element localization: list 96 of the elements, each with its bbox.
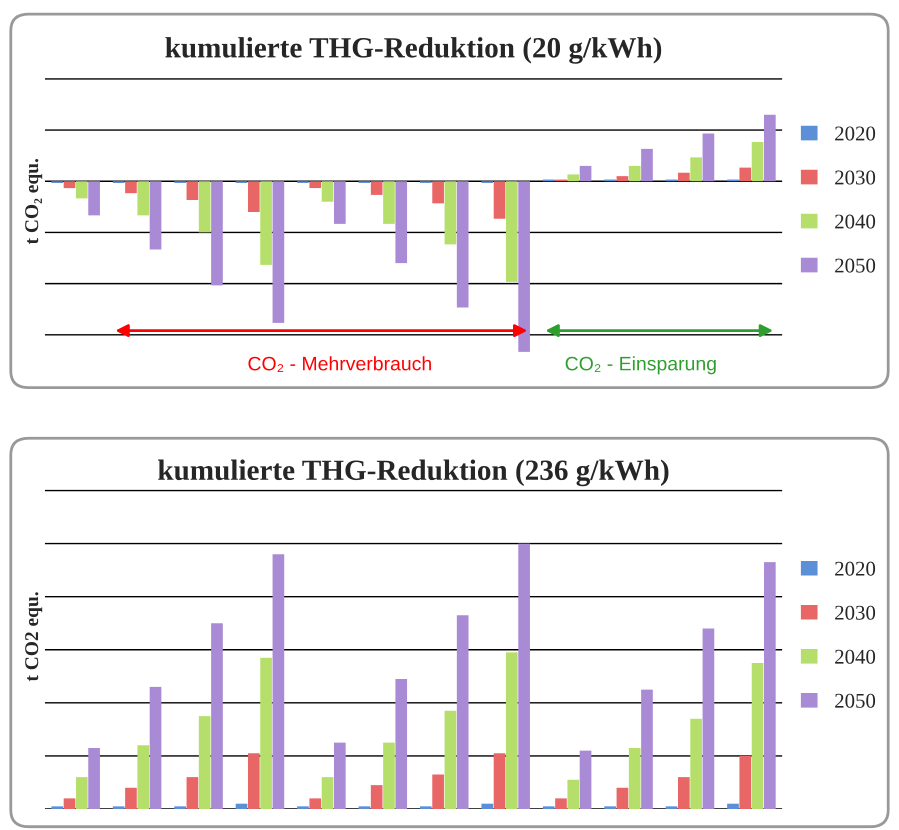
legend-label: 2020	[835, 562, 876, 576]
bar	[370, 785, 383, 809]
bar	[76, 181, 88, 198]
bar	[506, 652, 518, 809]
bar	[88, 181, 100, 216]
bar	[125, 181, 137, 194]
bar	[322, 777, 334, 809]
bar	[580, 166, 592, 182]
bar	[456, 615, 469, 809]
bar	[174, 806, 186, 809]
bar	[702, 628, 714, 809]
bar	[334, 742, 346, 809]
bar	[542, 806, 555, 809]
bar	[260, 181, 272, 265]
bar	[702, 133, 714, 182]
bar	[580, 750, 592, 809]
y-axis-title: t CO₂ equ.	[25, 158, 42, 244]
bar	[518, 544, 530, 809]
bar	[150, 686, 162, 809]
bar	[322, 181, 334, 202]
bar	[494, 181, 506, 219]
legend-label: 2040	[835, 214, 876, 229]
bar	[297, 806, 309, 809]
bar	[764, 562, 776, 809]
bar	[420, 806, 432, 809]
bar	[236, 804, 248, 809]
text: CO₂ - Einsparung	[566, 356, 716, 374]
bar	[125, 788, 137, 809]
bar	[186, 777, 198, 809]
legend-label: 2030	[835, 170, 876, 185]
bar	[481, 804, 494, 809]
bar	[456, 181, 469, 308]
bar	[150, 181, 162, 250]
y-axis-title: t CO2 equ.	[25, 592, 42, 682]
bar	[567, 174, 580, 182]
bar	[727, 804, 739, 809]
bar	[198, 716, 211, 809]
chart-title: kumulierte THG-Reduktion (236 g/kWh)	[158, 460, 668, 486]
bar	[506, 181, 518, 282]
bar	[444, 710, 456, 809]
bar	[137, 745, 150, 809]
chart-title: kumulierte THG-Reduktion (20 g/kWh)	[165, 37, 662, 64]
bar	[76, 777, 88, 809]
bar	[690, 718, 702, 809]
bar	[272, 181, 284, 323]
bar	[186, 181, 198, 200]
bar	[567, 780, 580, 809]
bar	[309, 181, 322, 188]
bar	[112, 806, 125, 809]
bar	[628, 166, 641, 182]
bar	[641, 148, 653, 182]
bar	[248, 753, 260, 809]
bar	[211, 623, 223, 809]
legend-label: 2050	[835, 694, 876, 708]
bar	[628, 748, 641, 809]
bar	[752, 142, 764, 182]
bar	[616, 788, 628, 809]
bar	[604, 806, 616, 809]
bar	[358, 806, 370, 809]
bar	[198, 181, 211, 232]
bar	[616, 176, 628, 182]
legend-label: 2050	[835, 258, 876, 273]
bar	[334, 181, 346, 224]
bar	[64, 798, 76, 809]
bar	[248, 181, 260, 212]
bar	[690, 157, 702, 182]
bar	[764, 114, 776, 182]
text: CO₂ - Mehrverbrauch	[248, 356, 431, 372]
bar	[51, 806, 64, 809]
legend-label: 2040	[835, 650, 876, 664]
bar	[432, 181, 444, 204]
bar	[752, 663, 764, 809]
bar	[309, 798, 322, 809]
bar	[432, 774, 444, 809]
bar	[678, 172, 690, 182]
bar	[211, 181, 223, 286]
bar	[383, 742, 395, 809]
bar	[555, 798, 567, 809]
bar	[678, 777, 690, 809]
bar	[395, 678, 408, 809]
bar	[641, 690, 653, 809]
bar	[260, 658, 272, 809]
bar	[64, 181, 76, 188]
bar	[383, 181, 395, 224]
bar	[739, 168, 752, 182]
legend-label: 2030	[835, 606, 876, 620]
bar	[370, 181, 383, 195]
bar	[444, 181, 456, 244]
bar	[739, 756, 752, 809]
bar	[137, 181, 150, 216]
bar	[88, 748, 100, 809]
bar	[666, 806, 678, 809]
legend-label: 2020	[835, 126, 876, 141]
bar	[395, 181, 408, 264]
bar	[494, 753, 506, 809]
bar	[272, 554, 284, 809]
